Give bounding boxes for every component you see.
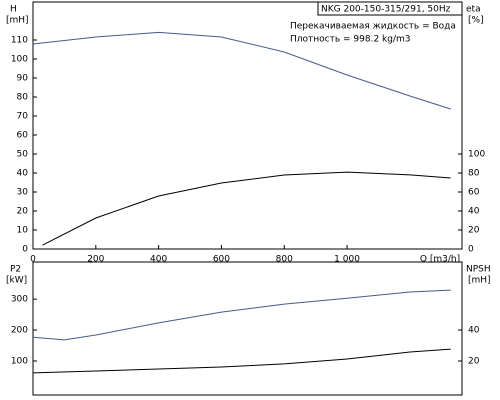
y-tick-label: 300 (11, 295, 28, 305)
plot-frame (32, 1, 463, 250)
curve (42, 171, 451, 246)
y2-tick-label: 60 (468, 188, 480, 198)
y-tick-label: 0 (22, 245, 28, 255)
y-tick-label: 70 (17, 112, 29, 122)
x-tick-label: 600 (213, 255, 230, 265)
y-axis-unit: [mH] (6, 16, 29, 26)
x-axis-label: Q [m3/h] (420, 255, 460, 265)
y-axis-unit: [kW] (6, 276, 27, 286)
annotation: Перекачиваемая жидкость = Вода (290, 22, 456, 32)
y-tick-label: 90 (17, 74, 29, 84)
y2-tick-label: 40 (468, 207, 480, 217)
y-tick-label: 30 (17, 188, 29, 198)
y2-tick-label: 80 (468, 169, 480, 179)
y2-axis-unit: [mH] (468, 276, 491, 286)
curve (32, 289, 451, 341)
annotation: Плотность = 998.2 kg/m3 (290, 35, 411, 45)
y-tick-label: 50 (17, 150, 29, 160)
y-tick-label: 100 (11, 356, 28, 366)
y-axis-label: H (10, 5, 17, 15)
y-tick-label: 40 (17, 169, 29, 179)
y2-axis-label: NPSH (466, 265, 491, 275)
title-box (317, 1, 463, 16)
y-tick-label: 60 (17, 131, 29, 141)
y2-axis-label: eta (466, 5, 481, 15)
x-tick-label: 400 (150, 255, 167, 265)
x-tick-label: 1 000 (334, 255, 360, 265)
y2-tick-label: 40 (468, 326, 480, 336)
plot-frame (32, 261, 463, 396)
curve (32, 348, 451, 374)
y2-tick-label: 20 (468, 226, 480, 236)
y-tick-label: 80 (17, 93, 29, 103)
y2-tick-label: 0 (468, 245, 474, 255)
y-tick-label: 10 (17, 226, 29, 236)
y-tick-label: 200 (11, 326, 28, 336)
y2-axis-unit: [%] (468, 16, 484, 26)
chart-title: NKG 200-150-315/291, 50Hz (321, 5, 451, 15)
y2-tick-label: 100 (468, 150, 485, 160)
y-axis-label: P2 (10, 265, 21, 275)
y-tick-label: 110 (11, 36, 28, 46)
x-tick-label: 0 (30, 255, 36, 265)
curve (32, 31, 451, 110)
y-tick-label: 100 (11, 55, 28, 65)
y2-tick-label: 20 (468, 356, 480, 366)
x-tick-label: 200 (87, 255, 104, 265)
y-tick-label: 20 (17, 207, 29, 217)
x-tick-label: 800 (276, 255, 293, 265)
